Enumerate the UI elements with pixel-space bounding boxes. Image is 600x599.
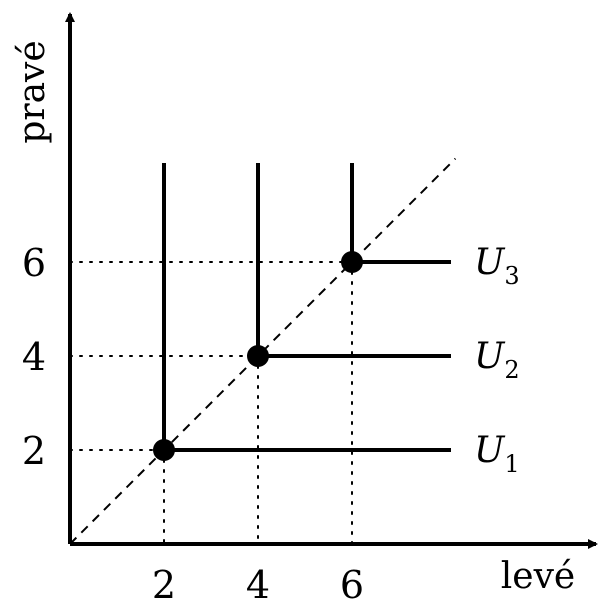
curve-label-subscript: 2 xyxy=(504,356,519,384)
x-tick-label: 6 xyxy=(340,563,364,599)
x-axis-title: levé xyxy=(501,556,575,597)
kink-point xyxy=(247,345,269,367)
indifference-curves xyxy=(153,163,451,461)
y-axis-title: pravé xyxy=(12,40,53,143)
y-tick-label: 4 xyxy=(22,335,46,379)
curve-label-u1: U1 xyxy=(474,430,520,478)
kink-point xyxy=(153,439,175,461)
x-tick-label: 4 xyxy=(246,563,270,599)
y-tick-label: 2 xyxy=(22,429,46,473)
curve-label-base: U xyxy=(474,242,506,283)
curve-label-subscript: 3 xyxy=(504,262,519,290)
x-tick-label: 2 xyxy=(152,563,176,599)
indifference-curve xyxy=(247,163,451,367)
curve-label-subscript: 1 xyxy=(504,450,519,478)
indifference-curve xyxy=(341,163,451,273)
y-tick-label: 6 xyxy=(22,241,46,285)
guide-lines xyxy=(69,261,353,545)
curve-label-base: U xyxy=(474,336,506,377)
kink-point xyxy=(341,251,363,273)
curve-label-u3: U3 xyxy=(474,242,520,290)
curve-label-u2: U2 xyxy=(474,336,520,384)
indifference-curve xyxy=(153,163,451,461)
curve-label-base: U xyxy=(474,430,506,471)
